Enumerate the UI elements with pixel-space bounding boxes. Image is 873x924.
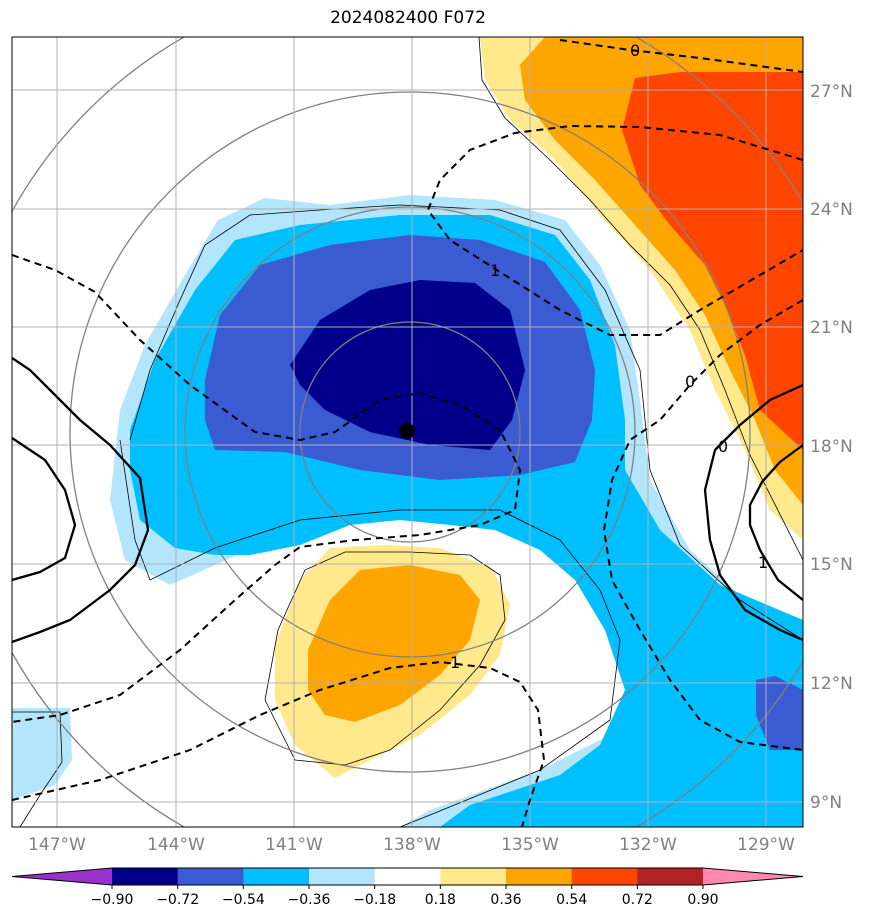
colorbar-tick-label: 0.36 xyxy=(490,892,521,908)
lat-label: 18°N xyxy=(810,437,853,457)
colorbar-tick-label: −0.36 xyxy=(288,892,331,908)
colorbar: −0.90 −0.72 −0.54 −0.36 −0.18 0.18 0.36 0.54 0.7… xyxy=(11,867,804,908)
lon-label: 138°W xyxy=(383,835,441,855)
colorbar-swatch xyxy=(637,868,704,885)
map-frame xyxy=(11,36,804,828)
map-plot-area: 0 1 0 0 1 1 xyxy=(12,37,803,827)
colorbar-extend-high xyxy=(703,868,803,885)
lon-label: 129°W xyxy=(737,835,795,855)
colorbar-swatch xyxy=(309,868,376,885)
lon-label: 141°W xyxy=(265,835,323,855)
colorbar-tick-label: 0.18 xyxy=(425,892,456,908)
lat-label: 12°N xyxy=(810,674,853,694)
contour-label: 0 xyxy=(718,437,728,456)
lat-label: 27°N xyxy=(810,82,853,102)
gridlines xyxy=(12,37,803,827)
colorbar-tick-label: −0.54 xyxy=(222,892,265,908)
colorbar-tick-label: 0.54 xyxy=(556,892,587,908)
colorbar-swatch xyxy=(112,868,179,885)
lon-label: 132°W xyxy=(619,835,677,855)
lat-labels: 27°N 24°N 21°N 18°N 15°N 12°N 9°N xyxy=(810,82,853,813)
colorbar-tick-label: −0.18 xyxy=(353,892,396,908)
lon-label: 147°W xyxy=(28,835,86,855)
contour-label: 1 xyxy=(450,653,460,672)
colorbar-tick-label: 0.72 xyxy=(622,892,653,908)
distance-rings xyxy=(12,37,803,827)
colorbar-tick-label: 0.90 xyxy=(687,892,718,908)
lon-label: 144°W xyxy=(147,835,205,855)
colorbar-extend-low xyxy=(12,868,112,885)
lon-label: 135°W xyxy=(501,835,559,855)
storm-center-marker xyxy=(399,423,415,439)
contour-label: 0 xyxy=(685,372,695,391)
colorbar-swatch xyxy=(177,868,244,885)
thin-contours xyxy=(12,37,803,827)
lat-label: 21°N xyxy=(810,318,853,338)
colorbar-tick-label: −0.90 xyxy=(91,892,134,908)
lat-label: 24°N xyxy=(810,200,853,220)
colorbar-tick-label: −0.72 xyxy=(156,892,199,908)
contour-label: 0 xyxy=(630,41,640,60)
lat-label: 15°N xyxy=(810,555,853,575)
lon-labels: 147°W 144°W 141°W 138°W 135°W 132°W 129°… xyxy=(28,835,795,855)
map-title: 2024082400 F072 xyxy=(330,8,486,28)
anomaly-ne-red xyxy=(622,72,803,450)
solid-contours xyxy=(12,357,803,644)
lat-label: 9°N xyxy=(810,793,842,813)
anomaly-cyclone-navy xyxy=(290,280,525,450)
colorbar-swatch xyxy=(506,868,573,885)
contour-label-group: 0 1 0 0 1 1 xyxy=(450,41,768,672)
dashed-contours xyxy=(12,39,803,827)
colorbar-swatch xyxy=(571,868,638,885)
anomaly-se-medblue xyxy=(756,676,803,750)
colorbar-swatch xyxy=(374,868,441,885)
contour-label: 1 xyxy=(758,553,768,572)
colorbar-swatch xyxy=(440,868,507,885)
colorbar-swatch xyxy=(243,868,310,885)
contour-label: 1 xyxy=(490,261,500,280)
